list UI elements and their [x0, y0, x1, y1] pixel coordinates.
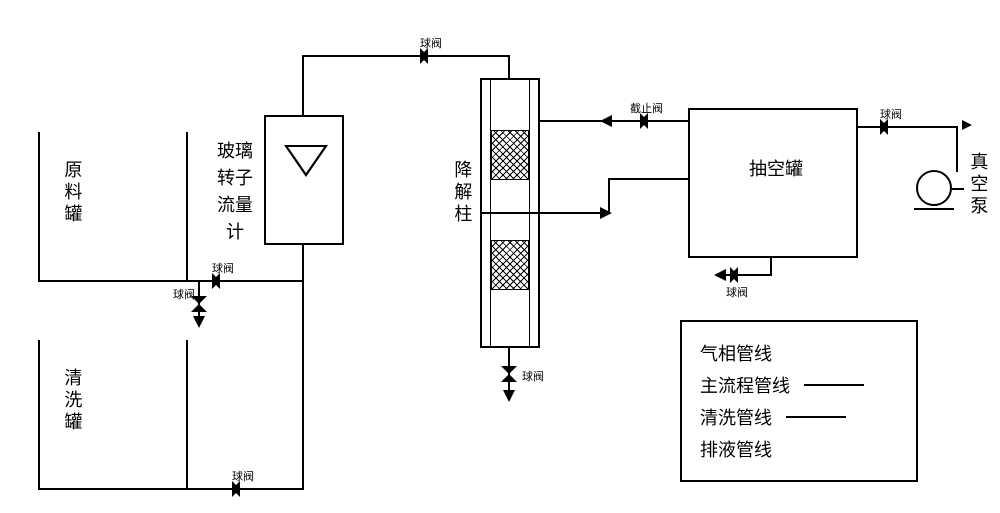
legend-box: 气相管线 主流程管线 清洗管线 排液管线 [680, 320, 918, 482]
valve-top-label: 球阀 [420, 35, 442, 51]
legend-wash-label: 清洗管线 [700, 404, 772, 430]
column-mid-divider [480, 212, 540, 214]
line-column-in [508, 55, 510, 78]
valve-wash-label: 球阀 [232, 468, 254, 484]
line-flowmeter-up [302, 55, 304, 115]
flowmeter-label: 玻璃转子流量计 [210, 138, 260, 246]
vacuum-pump-base [914, 208, 954, 210]
legend-main-line: 主流程管线 [700, 372, 898, 398]
line-raw-out-h [188, 280, 304, 282]
legend-main-label: 主流程管线 [700, 372, 790, 398]
legend-gas-line: 气相管线 [700, 340, 898, 366]
legend-gas-label: 气相管线 [700, 340, 772, 366]
legend-drain-line: 排液管线 [700, 436, 898, 462]
valve-raw-label: 球阀 [212, 260, 234, 276]
line-top-h [302, 55, 510, 57]
line-pump-down [956, 126, 958, 172]
line-col-to-vac-mid-h2 [608, 178, 688, 180]
line-vac-to-pump [858, 126, 958, 128]
legend-wash-swatch [786, 416, 846, 418]
valve-raw-drain-label: 球阀 [173, 286, 195, 302]
diagram-canvas: 原料罐 清洗罐 玻璃转子流量计 降解柱 抽空罐 真空泵 气相管线 主流程管线 清… [0, 0, 1000, 513]
wash-tank-label: 清洗罐 [60, 368, 83, 434]
arrow-vactank-drain [714, 269, 726, 281]
legend-drain-label: 排液管线 [700, 436, 772, 462]
raw-tank-label: 原料罐 [60, 160, 83, 226]
valve-vac-out-label: 球阀 [880, 106, 902, 122]
rotameter-float-icon [284, 145, 328, 177]
arrow-gas-inlet [600, 115, 612, 127]
column-label: 降解柱 [450, 160, 473, 226]
valve-gas-inlet-label: 截止阀 [630, 100, 663, 116]
valve-vactank-drain-label: 球阀 [726, 284, 748, 300]
arrow-column-drain [503, 390, 515, 402]
arrow-raw-drain [193, 316, 205, 328]
valve-vactank-drain [730, 267, 746, 283]
line-flowmeter-in [302, 245, 304, 282]
vacuum-tank-label: 抽空罐 [748, 155, 804, 184]
arrow-pump-out [962, 120, 972, 130]
line-wash-up [302, 282, 304, 490]
legend-wash-line: 清洗管线 [700, 404, 898, 430]
arrow-into-vac-mid [600, 207, 612, 219]
packing-bottom [491, 240, 529, 290]
legend-main-swatch [804, 384, 864, 386]
valve-column-drain [501, 366, 517, 382]
line-pump-out [952, 188, 964, 190]
packing-top [491, 130, 529, 180]
vacuum-pump-label: 真空泵 [966, 152, 989, 218]
valve-column-drain-label: 球阀 [522, 368, 544, 384]
glass-rotameter [264, 115, 344, 245]
vacuum-pump-icon [916, 170, 952, 206]
